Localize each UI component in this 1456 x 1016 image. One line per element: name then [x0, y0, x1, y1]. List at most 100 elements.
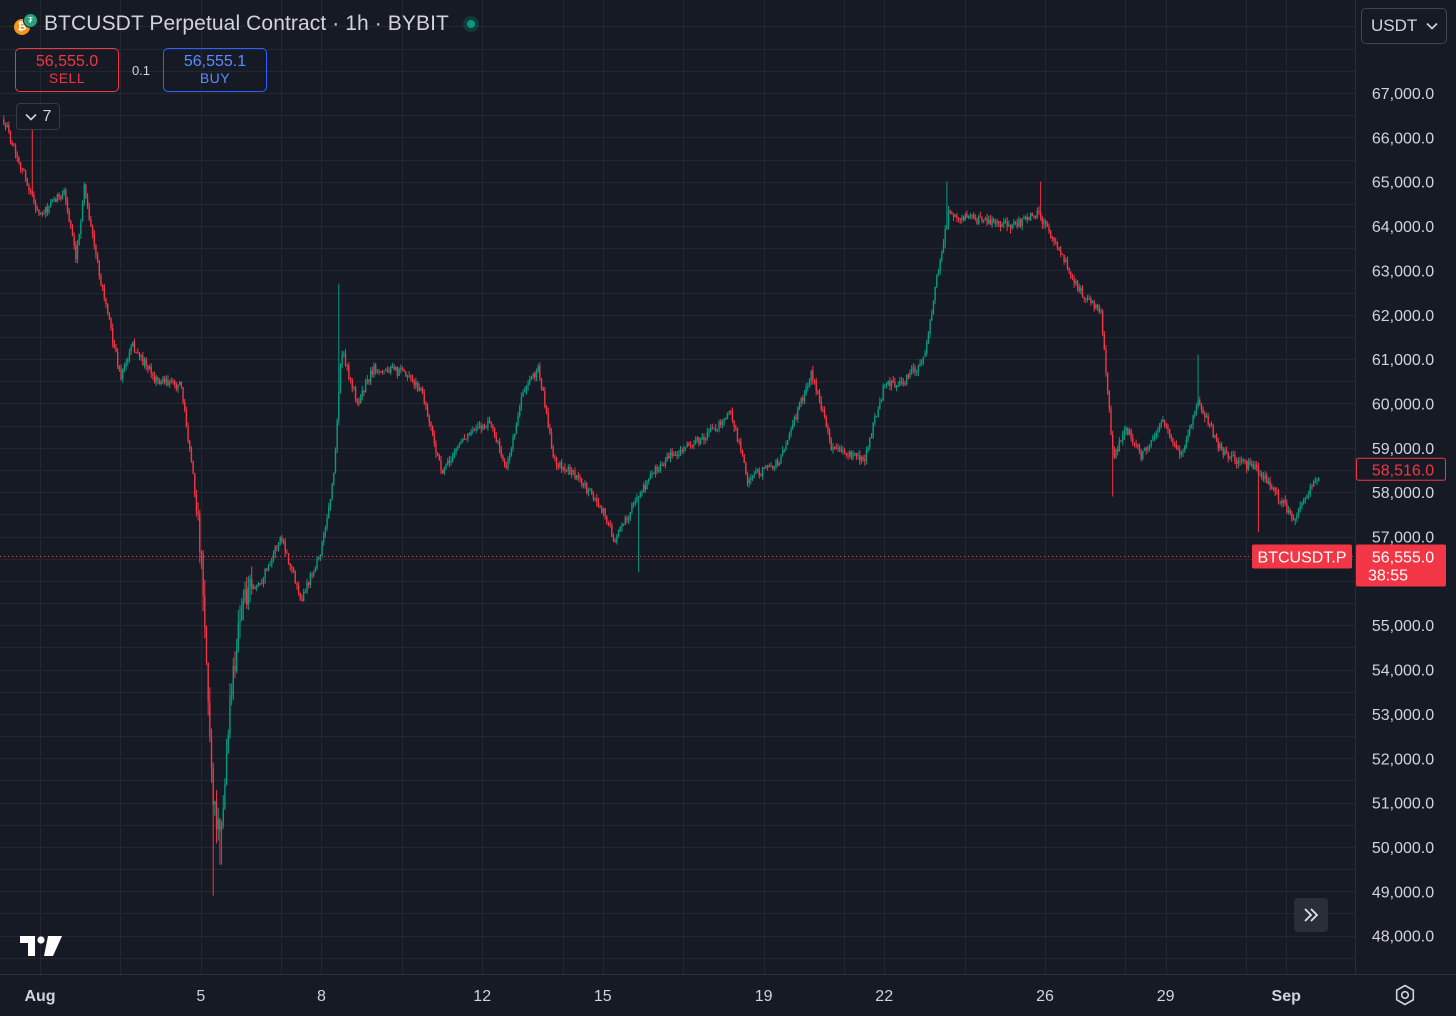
candle-down [592, 494, 595, 499]
gear-icon[interactable] [1393, 983, 1417, 1007]
candle-up [61, 194, 64, 199]
candle-up [214, 801, 216, 805]
candle-down [1009, 224, 1012, 229]
candle-down [284, 542, 286, 553]
candle-down [282, 541, 285, 543]
candle-down [492, 424, 494, 429]
sell-button[interactable]: 56,555.0 SELL [15, 48, 119, 92]
indicators-toggle-button[interactable]: 7 [16, 103, 60, 130]
candle-up [765, 465, 767, 469]
candle-up [1294, 519, 1296, 521]
candle-up [1115, 449, 1117, 458]
candle-up [704, 438, 707, 440]
candle-up [477, 426, 479, 429]
candle-up [1306, 494, 1308, 499]
market-open-dot-icon[interactable] [462, 16, 479, 32]
candle-down [430, 422, 432, 427]
candle-down [1245, 461, 1248, 470]
candle-down [859, 454, 861, 461]
candle-down [681, 450, 683, 452]
candle-down [187, 427, 189, 441]
candle-up [170, 380, 173, 383]
candle-down [907, 374, 910, 378]
candle-down [1204, 413, 1206, 418]
candle-up [1075, 281, 1077, 284]
candle-down [1227, 452, 1229, 459]
candle-down [138, 353, 141, 357]
time-tick-label: 26 [1036, 988, 1054, 1005]
candle-up [634, 501, 636, 504]
candle-up [130, 346, 132, 352]
candle-up [1008, 224, 1010, 227]
candle-up [842, 450, 844, 452]
scroll-to-realtime-button[interactable] [1294, 898, 1328, 932]
tradingview-logo-icon[interactable] [20, 934, 62, 958]
candle-up [629, 512, 631, 518]
candle-up [1125, 427, 1127, 432]
time-axis[interactable]: Aug 5 8 12 15 19 22 26 29 Sep [24, 988, 1301, 1005]
candle-down [281, 537, 283, 542]
candle-down [431, 426, 434, 435]
candle-down [763, 467, 765, 469]
candle-down [498, 441, 501, 450]
candle-up [452, 455, 454, 462]
candle-down [150, 366, 152, 374]
candle-up [1312, 481, 1315, 487]
candle-up [160, 382, 162, 385]
candle-up [798, 403, 801, 409]
candle-up [338, 392, 340, 421]
symbol-title[interactable]: BTCUSDT Perpetual Contract · 1h · BYBIT [44, 12, 449, 35]
candle-down [949, 210, 951, 214]
candle-down [1078, 286, 1080, 291]
sell-price: 56,555.0 [35, 53, 99, 71]
candle-up [512, 437, 514, 450]
candle-down [1135, 444, 1137, 446]
candle-down [1016, 223, 1018, 227]
candle-up [1085, 298, 1087, 300]
price-axis-markers: 58,516.0 BTCUSDT.P 56,555.038:55 [1252, 457, 1446, 587]
candle-up [559, 462, 561, 468]
price-axis[interactable]: 48,000.0 49,000.0 50,000.0 51,000.0 52,000.0… [1372, 86, 1434, 946]
candle-up [1297, 508, 1300, 516]
candle-up [909, 372, 911, 378]
candle-down [644, 485, 647, 490]
candle-up [1299, 505, 1301, 509]
candle-down [1049, 231, 1052, 238]
candle-up [602, 508, 605, 513]
candle-down [1207, 416, 1209, 425]
candle-up [666, 456, 668, 462]
buy-button[interactable]: 56,555.1 BUY [163, 48, 267, 92]
candle-down [24, 170, 27, 179]
candle-up [1013, 221, 1015, 225]
candle-down [671, 452, 673, 456]
order-quantity[interactable]: 0.1 [131, 62, 151, 78]
candle-down [663, 465, 665, 467]
candle-down [95, 245, 97, 255]
candle-down [813, 380, 816, 382]
candle-down [795, 416, 797, 420]
candle-up [788, 433, 791, 441]
candle-down [1163, 419, 1166, 424]
candle-down [495, 436, 497, 443]
candle-down [833, 447, 836, 449]
candle-down [488, 420, 491, 423]
candle-down [363, 390, 365, 393]
candle-down [802, 398, 804, 401]
candle-up [567, 466, 569, 471]
candle-down [1066, 260, 1069, 268]
candle-down [1269, 481, 1271, 487]
candle-up [647, 479, 650, 482]
candle-up [658, 470, 660, 472]
candle-up [869, 437, 871, 448]
candle-up [678, 454, 680, 456]
price-tick-label: 64,000.0 [1372, 219, 1434, 236]
candle-down [190, 449, 193, 462]
currency-selector[interactable]: USDT [1361, 8, 1447, 44]
candle-down [1044, 220, 1047, 225]
candle-down [607, 523, 610, 525]
candle-up [1272, 488, 1275, 490]
candle-up [934, 286, 936, 301]
candle-down [1215, 435, 1218, 441]
candle-up [1021, 218, 1023, 226]
